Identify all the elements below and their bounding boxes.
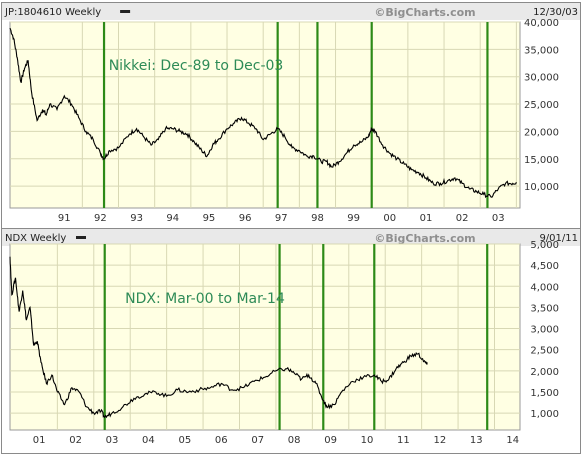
x-tick-label: 04 — [142, 435, 155, 446]
symbol-label: NDX Weekly — [5, 233, 66, 244]
y-tick-label: 25,000 — [524, 100, 559, 111]
plot-area — [9, 21, 521, 209]
price-series-line — [9, 256, 428, 419]
y-tick-label: 30,000 — [524, 73, 559, 84]
date-label: 12/30/03 — [533, 7, 578, 18]
x-tick-label: 05 — [178, 435, 191, 446]
watermark: ©BigCharts.com — [374, 232, 475, 245]
ndx-panel: NDX Weekly ©BigCharts.com 9/01/11 1,000 1,50… — [1, 228, 581, 454]
x-tick-label: 98 — [311, 213, 324, 224]
y-tick-label: 4,500 — [530, 261, 559, 272]
x-tick-label: 93 — [130, 213, 143, 224]
x-tick-label: 00 — [383, 213, 396, 224]
x-tick-label: 95 — [203, 213, 216, 224]
chart-annotation: NDX: Mar-00 to Mar-14 — [125, 291, 285, 307]
panel-header — [2, 229, 580, 246]
x-tick-label: 03 — [106, 435, 119, 446]
x-tick-label: 03 — [492, 213, 505, 224]
y-tick-label: 15,000 — [524, 155, 559, 166]
y-tick-label: 10,000 — [524, 182, 559, 193]
x-tick-label: 11 — [397, 435, 410, 446]
y-tick-label: 4,000 — [530, 282, 559, 293]
y-tick-label: 2,000 — [530, 367, 559, 378]
x-tick-label: 94 — [166, 213, 179, 224]
x-tick-label: 97 — [275, 213, 288, 224]
y-tick-label: 3,500 — [530, 303, 559, 314]
symbol-dash-icon — [120, 10, 131, 13]
price-series-line — [9, 27, 517, 199]
date-label: 9/01/11 — [539, 233, 578, 244]
x-tick-label: 92 — [94, 213, 107, 224]
y-tick-label: 2,500 — [530, 346, 559, 357]
y-tick-label: 20,000 — [524, 127, 559, 138]
x-tick-label: 96 — [239, 213, 252, 224]
y-tick-label: 5,000 — [530, 240, 559, 251]
chart-annotation: Nikkei: Dec-89 to Dec-03 — [109, 58, 284, 74]
x-tick-label: 01 — [33, 435, 46, 446]
x-tick-label: 91 — [58, 213, 71, 224]
x-tick-label: 02 — [69, 435, 82, 446]
x-tick-label: 07 — [251, 435, 264, 446]
panel-header — [2, 3, 580, 20]
y-tick-label: 1,500 — [530, 388, 559, 399]
x-tick-label: 14 — [506, 435, 519, 446]
x-tick-label: 09 — [324, 435, 337, 446]
symbol-label: JP:1804610 Weekly — [4, 7, 101, 18]
x-tick-label: 01 — [420, 213, 433, 224]
x-tick-label: 99 — [347, 213, 360, 224]
y-tick-label: 3,000 — [530, 325, 559, 336]
x-tick-label: 12 — [433, 435, 446, 446]
y-tick-label: 35,000 — [524, 45, 559, 56]
watermark: ©BigCharts.com — [374, 6, 475, 19]
x-tick-label: 02 — [456, 213, 469, 224]
x-tick-label: 06 — [215, 435, 228, 446]
y-tick-label: 1,000 — [530, 409, 559, 420]
nikkei-panel: JP:1804610 Weekly ©BigCharts.com 12/30/03 1… — [1, 2, 581, 230]
x-tick-label: 10 — [361, 435, 374, 446]
symbol-dash-icon — [76, 236, 86, 239]
x-tick-label: 08 — [288, 435, 301, 446]
y-tick-label: 40,000 — [524, 18, 559, 29]
plot-area — [9, 243, 521, 431]
x-tick-label: 13 — [470, 435, 483, 446]
